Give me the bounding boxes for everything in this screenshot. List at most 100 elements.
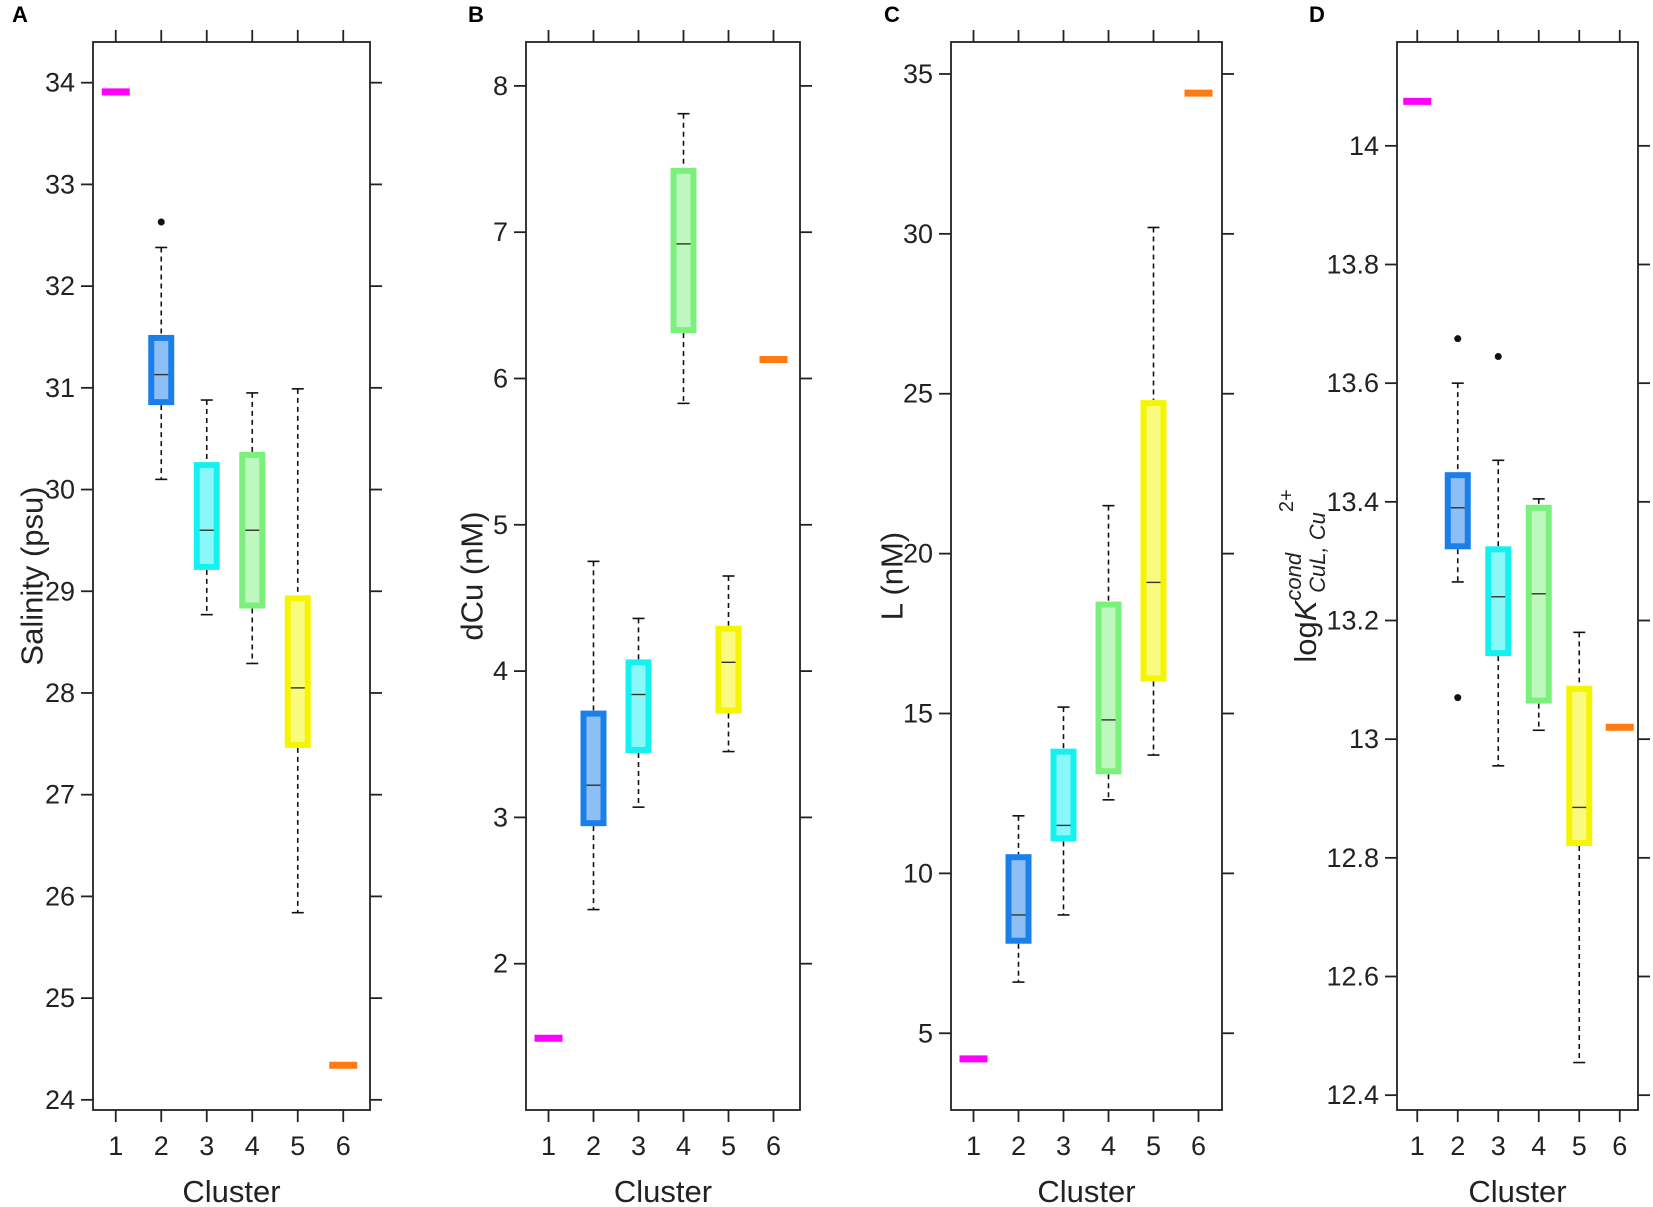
y-axis-title: dCu (nM) (455, 511, 490, 640)
box-inner (154, 340, 169, 400)
panel-letter: B (468, 2, 484, 27)
x-tick-label: 3 (631, 1131, 646, 1161)
box-cluster-4 (670, 112, 697, 405)
box-cluster-2 (1444, 335, 1471, 702)
box-cluster-2 (148, 218, 175, 481)
panel-letter: A (12, 2, 28, 27)
y-tick-label: 15 (903, 698, 933, 728)
box-cluster-2 (1005, 815, 1032, 983)
x-tick-label: 2 (1011, 1131, 1026, 1161)
y-tick-label: 2 (493, 949, 508, 979)
box-cluster-4 (239, 392, 266, 665)
panel-letter: C (884, 2, 900, 27)
y-tick-label: 20 (903, 539, 933, 569)
box-cluster-3 (193, 399, 220, 616)
x-tick-label: 5 (1146, 1131, 1161, 1161)
x-tick-label: 6 (1612, 1131, 1627, 1161)
x-axis-title: Cluster (614, 1174, 712, 1207)
plot-frame (92, 41, 371, 1111)
y-tick-label: 13 (1349, 724, 1379, 754)
y-tick-label: 33 (45, 169, 75, 199)
box-inner (586, 716, 601, 821)
box-inner (676, 173, 691, 328)
x-tick-label: 6 (336, 1131, 351, 1161)
box-cluster-3 (625, 617, 652, 808)
box-inner (721, 631, 736, 708)
y-tick-label: 14 (1349, 131, 1379, 161)
y-tick-label: 27 (45, 780, 75, 810)
x-tick-label: 3 (1056, 1131, 1071, 1161)
box-inner (290, 601, 305, 742)
y-tick-label: 3 (493, 802, 508, 832)
x-axis-title: Cluster (182, 1174, 280, 1207)
y-tick-label: 24 (45, 1085, 75, 1115)
box-cluster-5 (1140, 226, 1167, 756)
outlier-point (1454, 335, 1462, 343)
y-tick-label: 6 (493, 363, 508, 393)
box-inner (1056, 754, 1071, 836)
outlier-point (1494, 352, 1502, 360)
outlier-point (157, 218, 165, 226)
y-tick-label: 35 (903, 59, 933, 89)
x-tick-label: 2 (154, 1131, 169, 1161)
x-axis-title: Cluster (1037, 1174, 1135, 1207)
y-tick-label: 5 (493, 510, 508, 540)
box-inner (1011, 860, 1026, 938)
plot-frame (950, 41, 1223, 1111)
x-tick-label: 1 (108, 1131, 123, 1161)
box-inner (1491, 552, 1506, 651)
y-tick-label: 13.2 (1326, 606, 1379, 636)
x-tick-label: 2 (1450, 1131, 1465, 1161)
y-axis-title: L (nM) (875, 532, 910, 620)
y-tick-label: 5 (918, 1018, 933, 1048)
y-tick-label: 8 (493, 71, 508, 101)
x-tick-label: 6 (766, 1131, 781, 1161)
y-tick-label: 13.4 (1326, 487, 1379, 517)
y-tick-label: 25 (45, 983, 75, 1013)
y-tick-label: 30 (45, 475, 75, 505)
box-cluster-5 (284, 388, 311, 914)
x-tick-label: 2 (586, 1131, 601, 1161)
y-tick-label: 12.6 (1326, 962, 1379, 992)
y-tick-label: 13.8 (1326, 250, 1379, 280)
y-axis-title: Salinity (psu) (15, 486, 50, 665)
y-tick-label: 12.8 (1326, 843, 1379, 873)
y-tick-label: 10 (903, 858, 933, 888)
x-tick-label: 1 (541, 1131, 556, 1161)
box-inner (1572, 691, 1587, 840)
y-tick-label: 4 (493, 656, 508, 686)
y-axis-title: logKcondCuL, Cu2+ (1276, 489, 1330, 662)
y-tick-label: 31 (45, 373, 75, 403)
y-tick-label: 26 (45, 881, 75, 911)
box-cluster-2 (580, 560, 607, 911)
box-cluster-3 (1485, 352, 1512, 767)
y-tick-label: 12.4 (1326, 1080, 1379, 1110)
box-inner (1101, 607, 1116, 769)
x-axis-title: Cluster (1468, 1174, 1566, 1207)
box-inner (1531, 510, 1546, 698)
y-tick-label: 25 (903, 379, 933, 409)
outlier-point (1454, 694, 1462, 702)
y-tick-label: 7 (493, 217, 508, 247)
x-tick-label: 3 (199, 1131, 214, 1161)
plot-frame (525, 41, 801, 1111)
x-tick-label: 4 (245, 1131, 260, 1161)
y-tick-label: 30 (903, 219, 933, 249)
x-tick-label: 1 (1410, 1131, 1425, 1161)
box-inner (199, 468, 214, 564)
x-tick-label: 1 (966, 1131, 981, 1161)
y-tick-label: 29 (45, 576, 75, 606)
box-cluster-5 (1566, 631, 1593, 1064)
y-tick-label: 34 (45, 68, 75, 98)
panel-d: D 12.4 12.6 12.8 13 13.2 13.4 13.6 13.8 14 1 2 3 4 5 6 C… (1276, 2, 1650, 1207)
x-tick-label: 6 (1191, 1131, 1206, 1161)
box-inner (1146, 406, 1161, 676)
y-tick-label: 13.6 (1326, 368, 1379, 398)
plot-frame (1396, 41, 1639, 1111)
box-cluster-4 (1525, 498, 1552, 732)
x-tick-label: 4 (1101, 1131, 1116, 1161)
